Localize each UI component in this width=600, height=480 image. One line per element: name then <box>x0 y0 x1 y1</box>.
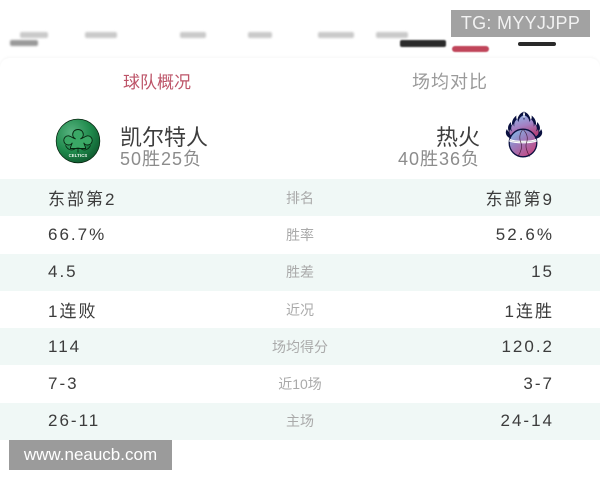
svg-text:CELTICS: CELTICS <box>69 153 88 158</box>
